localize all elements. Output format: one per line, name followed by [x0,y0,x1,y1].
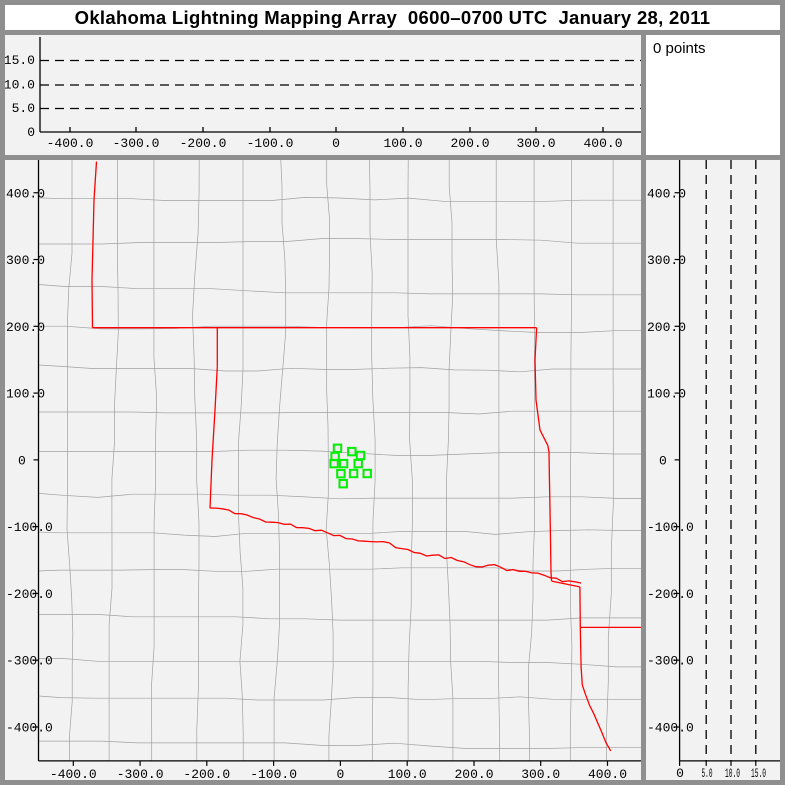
svg-text:5.0: 5.0 [702,766,713,780]
svg-text:-300.0: -300.0 [113,136,160,151]
svg-text:-100.0: -100.0 [247,136,294,151]
svg-text:0: 0 [676,766,684,780]
svg-text:100.0: 100.0 [388,767,427,780]
svg-text:-200.0: -200.0 [647,587,694,602]
svg-text:-400.0: -400.0 [47,136,94,151]
svg-text:200.0: 200.0 [454,767,493,780]
svg-text:-300.0: -300.0 [6,654,53,669]
svg-text:400.0: 400.0 [583,136,622,151]
svg-text:400.0: 400.0 [647,186,686,201]
svg-text:15.0: 15.0 [5,53,35,68]
svg-text:15.0: 15.0 [751,766,766,780]
svg-text:5.0: 5.0 [12,101,35,116]
svg-text:100.0: 100.0 [6,387,45,402]
svg-text:-400.0: -400.0 [6,721,53,736]
svg-text:-200.0: -200.0 [6,587,53,602]
svg-text:200.0: 200.0 [450,136,489,151]
svg-text:300.0: 300.0 [6,253,45,268]
svg-text:0: 0 [27,125,35,140]
svg-text:100.0: 100.0 [647,387,686,402]
svg-text:100.0: 100.0 [383,136,422,151]
svg-text:-400.0: -400.0 [647,721,694,736]
svg-text:400.0: 400.0 [588,767,627,780]
svg-text:10.0: 10.0 [725,766,740,780]
svg-text:-300.0: -300.0 [117,767,164,780]
svg-text:300.0: 300.0 [647,253,686,268]
svg-text:-300.0: -300.0 [647,654,694,669]
svg-text:200.0: 200.0 [647,320,686,335]
svg-text:-200.0: -200.0 [180,136,227,151]
svg-text:0: 0 [336,767,344,780]
svg-text:10.0: 10.0 [5,78,35,93]
svg-text:200.0: 200.0 [6,320,45,335]
svg-text:400.0: 400.0 [6,186,45,201]
svg-text:-100.0: -100.0 [6,520,53,535]
svg-text:0: 0 [659,453,667,468]
svg-text:-100.0: -100.0 [647,520,694,535]
svg-text:0: 0 [18,453,26,468]
svg-text:-200.0: -200.0 [183,767,230,780]
svg-text:-400.0: -400.0 [50,767,97,780]
svg-text:0: 0 [332,136,340,151]
svg-text:300.0: 300.0 [516,136,555,151]
svg-text:300.0: 300.0 [521,767,560,780]
svg-text:-100.0: -100.0 [250,767,297,780]
